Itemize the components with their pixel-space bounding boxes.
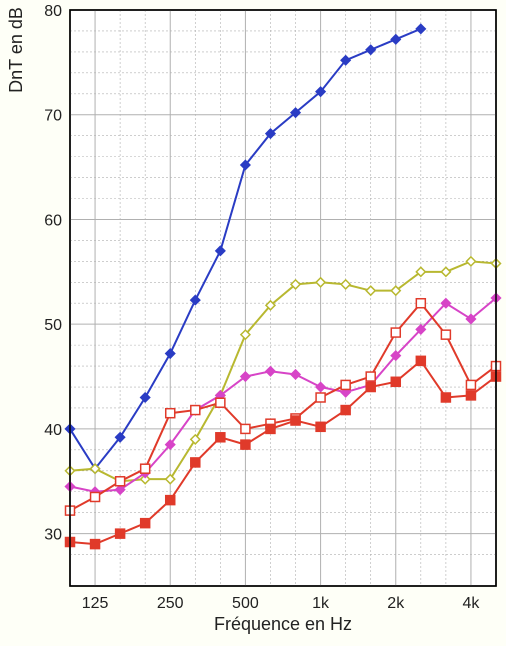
marker (291, 416, 300, 425)
marker (166, 496, 175, 505)
y-tick-label: 50 (44, 317, 62, 334)
x-tick-label: 2k (387, 595, 405, 612)
marker (216, 433, 225, 442)
y-tick-label: 40 (44, 422, 62, 439)
marker (341, 406, 350, 415)
marker (416, 299, 425, 308)
marker (466, 391, 475, 400)
marker (116, 477, 125, 486)
marker (116, 529, 125, 538)
x-tick-label: 125 (82, 595, 109, 612)
marker (91, 492, 100, 501)
y-axis-label: DnT en dB (6, 7, 26, 93)
marker (366, 372, 375, 381)
x-tick-label: 500 (232, 595, 259, 612)
y-tick-label: 30 (44, 527, 62, 544)
y-tick-label: 80 (44, 3, 62, 20)
marker (391, 377, 400, 386)
marker (466, 380, 475, 389)
x-tick-label: 4k (462, 595, 480, 612)
marker (341, 380, 350, 389)
sound-insulation-chart: 30 40 50 60 70 80 125 250 500 1k 2k 4k Fréquence en … (0, 0, 506, 646)
marker (441, 393, 450, 402)
marker (441, 330, 450, 339)
marker (266, 424, 275, 433)
marker (391, 328, 400, 337)
x-tick-label: 1k (312, 595, 330, 612)
marker (316, 422, 325, 431)
marker (216, 398, 225, 407)
marker (91, 540, 100, 549)
marker (416, 356, 425, 365)
marker (191, 406, 200, 415)
marker (191, 458, 200, 467)
marker (166, 409, 175, 418)
marker (316, 393, 325, 402)
marker (141, 519, 150, 528)
x-axis-label: Fréquence en Hz (214, 614, 352, 634)
y-tick-label: 60 (44, 212, 62, 229)
marker (366, 383, 375, 392)
marker (241, 424, 250, 433)
y-tick-label: 70 (44, 108, 62, 125)
marker (141, 464, 150, 473)
x-tick-label: 250 (157, 595, 184, 612)
marker (241, 440, 250, 449)
